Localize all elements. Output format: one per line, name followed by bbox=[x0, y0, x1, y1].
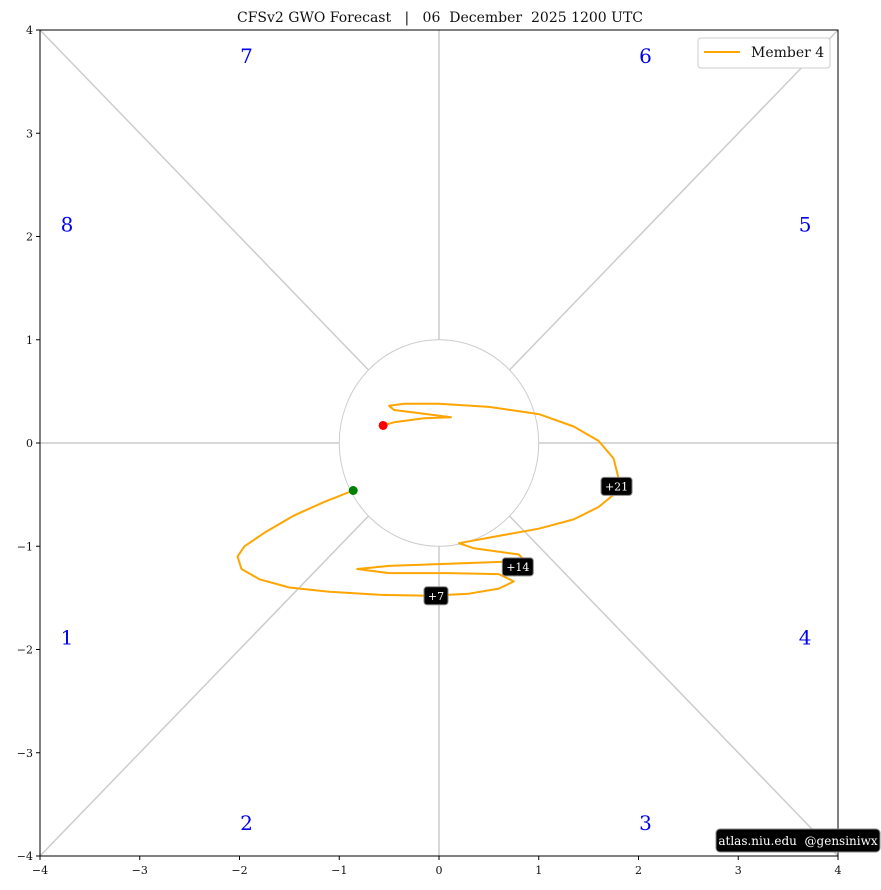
phase-divider-line bbox=[39, 29, 370, 371]
y-tick-label: 4 bbox=[26, 24, 33, 37]
legend: Member 4 bbox=[697, 37, 831, 69]
day-label-text: +7 bbox=[428, 590, 444, 603]
x-tick-label: −2 bbox=[231, 864, 247, 877]
day-label-plus-21: +21 bbox=[600, 476, 633, 496]
x-tick-label: 4 bbox=[835, 864, 842, 877]
end-point-marker bbox=[378, 420, 388, 430]
credit-badge: atlas.niu.edu @gensiniwx bbox=[715, 828, 881, 853]
start-point-marker bbox=[348, 485, 358, 495]
phase-divider-line bbox=[39, 515, 370, 857]
x-tick-label: −1 bbox=[331, 864, 347, 877]
day-labels: +7 +14 +21 bbox=[423, 476, 633, 606]
day-label-text: +14 bbox=[506, 561, 529, 574]
y-axis: −4 −3 −2 −1 0 1 2 3 4 bbox=[17, 24, 40, 863]
y-tick-label: 3 bbox=[26, 127, 33, 140]
y-tick-label: −1 bbox=[17, 540, 33, 553]
phase-label-6: 6 bbox=[639, 44, 652, 68]
phase-label-1: 1 bbox=[61, 625, 74, 649]
day-label-plus-14: +14 bbox=[501, 557, 534, 577]
phase-divider-lines bbox=[39, 29, 839, 857]
phase-label-4: 4 bbox=[799, 625, 812, 649]
day-label-text: +21 bbox=[605, 480, 628, 493]
phase-label-8: 8 bbox=[61, 212, 74, 236]
chart-title: CFSv2 GWO Forecast | 06 December 2025 12… bbox=[237, 10, 643, 26]
phase-label-3: 3 bbox=[639, 811, 652, 835]
day-label-box bbox=[423, 586, 449, 606]
series-layer bbox=[236, 402, 620, 597]
day-label-box bbox=[501, 557, 534, 577]
credit-box bbox=[715, 828, 881, 853]
x-tick-label: 1 bbox=[535, 864, 542, 877]
y-tick-label: −4 bbox=[17, 850, 33, 863]
legend-label-member-4: Member 4 bbox=[751, 45, 824, 61]
x-tick-label: −3 bbox=[132, 864, 148, 877]
y-tick-label: 0 bbox=[26, 437, 33, 450]
phase-labels: 1 2 3 4 5 6 7 8 bbox=[61, 44, 812, 835]
x-tick-label: 0 bbox=[436, 864, 443, 877]
phase-label-5: 5 bbox=[799, 212, 812, 236]
day-label-box bbox=[600, 476, 633, 496]
phase-label-7: 7 bbox=[240, 44, 253, 68]
y-tick-label: −3 bbox=[17, 747, 33, 760]
series-line-member-4 bbox=[236, 402, 620, 597]
phase-divider-line bbox=[508, 515, 839, 857]
phase-label-2: 2 bbox=[240, 811, 253, 835]
credit-text: atlas.niu.edu @gensiniwx bbox=[718, 834, 878, 848]
x-tick-label: 3 bbox=[735, 864, 742, 877]
x-tick-label: 2 bbox=[635, 864, 642, 877]
x-tick-label: −4 bbox=[32, 864, 48, 877]
day-label-plus-7: +7 bbox=[423, 586, 449, 606]
x-axis: −4 −3 −2 −1 0 1 2 3 4 bbox=[32, 856, 842, 877]
y-tick-label: 2 bbox=[26, 231, 33, 244]
legend-box bbox=[697, 37, 831, 69]
phase-divider-line bbox=[508, 29, 839, 371]
y-tick-label: −2 bbox=[17, 644, 33, 657]
unit-circle bbox=[338, 339, 540, 547]
y-tick-label: 1 bbox=[26, 334, 33, 347]
